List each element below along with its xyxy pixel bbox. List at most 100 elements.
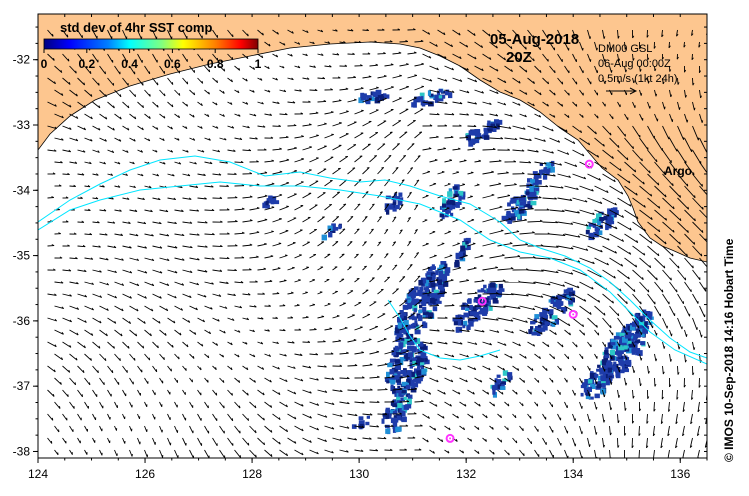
current-vector-head bbox=[568, 175, 571, 178]
sst-cell bbox=[562, 309, 566, 314]
current-vector bbox=[174, 233, 185, 237]
current-vector-head bbox=[212, 232, 215, 236]
current-vector bbox=[594, 161, 607, 170]
current-vector bbox=[234, 401, 241, 409]
current-vector bbox=[617, 173, 631, 184]
current-vector bbox=[549, 425, 554, 433]
current-vector bbox=[369, 376, 380, 379]
current-vector bbox=[557, 413, 562, 421]
current-vector-head bbox=[506, 171, 509, 174]
current-vector-head bbox=[255, 280, 258, 283]
current-vector bbox=[324, 449, 334, 454]
sst-cell bbox=[412, 305, 418, 311]
current-vector bbox=[152, 341, 159, 349]
current-vector bbox=[429, 41, 438, 47]
current-vector bbox=[167, 29, 173, 40]
current-vector-head bbox=[222, 380, 225, 383]
current-vector bbox=[189, 161, 197, 165]
current-vector-head bbox=[119, 358, 121, 361]
current-vector bbox=[579, 281, 594, 290]
current-vector bbox=[107, 221, 115, 224]
current-vector-head bbox=[522, 403, 524, 407]
current-vector-head bbox=[372, 178, 376, 181]
current-vector bbox=[257, 195, 268, 199]
current-vector-head bbox=[119, 116, 122, 120]
current-vector bbox=[197, 197, 207, 200]
current-vector bbox=[692, 245, 703, 257]
current-vector bbox=[339, 425, 350, 429]
current-vector bbox=[347, 99, 357, 103]
sst-cell bbox=[407, 372, 412, 378]
current-vector-head bbox=[510, 46, 513, 49]
current-vector bbox=[174, 161, 181, 165]
current-vector-head bbox=[393, 216, 397, 219]
current-vector bbox=[392, 191, 398, 199]
sst-cell bbox=[492, 389, 496, 395]
current-vector bbox=[609, 425, 611, 436]
sst-cell bbox=[393, 193, 398, 197]
current-vector bbox=[654, 233, 667, 245]
sst-cell bbox=[421, 300, 426, 305]
current-vector-head bbox=[445, 101, 448, 104]
sst-cell bbox=[406, 333, 410, 339]
current-vector bbox=[715, 138, 722, 152]
current-vector-head bbox=[451, 67, 454, 71]
current-vector-head bbox=[541, 269, 544, 272]
current-vector bbox=[459, 401, 467, 407]
current-vector bbox=[669, 161, 680, 175]
current-vector-head bbox=[119, 94, 122, 97]
sst-cell bbox=[543, 310, 548, 317]
sst-cell bbox=[467, 306, 472, 310]
current-vector bbox=[294, 205, 304, 211]
current-vector-head bbox=[416, 252, 419, 254]
current-vector bbox=[174, 257, 185, 261]
current-vector-head bbox=[605, 167, 607, 170]
sst-cell bbox=[625, 333, 631, 339]
current-vector bbox=[62, 53, 70, 62]
sst-cell bbox=[423, 287, 428, 291]
current-vector-head bbox=[685, 359, 687, 363]
sst-cell bbox=[411, 102, 415, 108]
current-vector bbox=[639, 305, 647, 317]
current-vector-head bbox=[126, 150, 129, 153]
current-vector bbox=[92, 341, 101, 349]
current-vector bbox=[579, 305, 592, 315]
sst-cell bbox=[439, 264, 445, 270]
current-vector bbox=[212, 317, 220, 322]
current-vector bbox=[174, 305, 183, 311]
current-vector-head bbox=[286, 453, 289, 456]
sst-cell bbox=[331, 223, 336, 229]
current-vector-head bbox=[81, 173, 85, 176]
current-vector-head bbox=[195, 307, 198, 311]
current-vector-head bbox=[464, 403, 467, 407]
current-vector bbox=[219, 305, 228, 309]
current-vector-head bbox=[582, 324, 585, 327]
current-vector bbox=[227, 29, 234, 38]
current-vector bbox=[302, 217, 311, 223]
current-vector-head bbox=[89, 71, 92, 74]
current-vector-head bbox=[492, 147, 496, 150]
current-vector bbox=[587, 173, 601, 181]
current-vector bbox=[624, 137, 634, 149]
current-vector bbox=[287, 413, 297, 420]
current-vector bbox=[512, 365, 520, 371]
current-vector bbox=[264, 89, 271, 93]
sst-cell bbox=[404, 353, 410, 359]
sst-cell bbox=[603, 366, 607, 372]
current-vector bbox=[692, 197, 704, 210]
current-vector bbox=[587, 413, 591, 422]
current-vector-head bbox=[624, 433, 627, 436]
sst-cell bbox=[369, 96, 375, 102]
current-vector bbox=[324, 204, 332, 211]
current-vector-head bbox=[103, 209, 107, 212]
current-vector bbox=[302, 365, 311, 369]
current-vector-head bbox=[262, 125, 266, 128]
current-vector bbox=[129, 281, 139, 287]
sst-cell bbox=[604, 353, 610, 359]
current-vector-head bbox=[374, 40, 377, 43]
sst-cell bbox=[418, 96, 423, 102]
current-vector-head bbox=[136, 258, 140, 261]
current-vector bbox=[474, 41, 483, 48]
current-vector bbox=[708, 294, 714, 304]
sst-cell bbox=[401, 316, 408, 322]
